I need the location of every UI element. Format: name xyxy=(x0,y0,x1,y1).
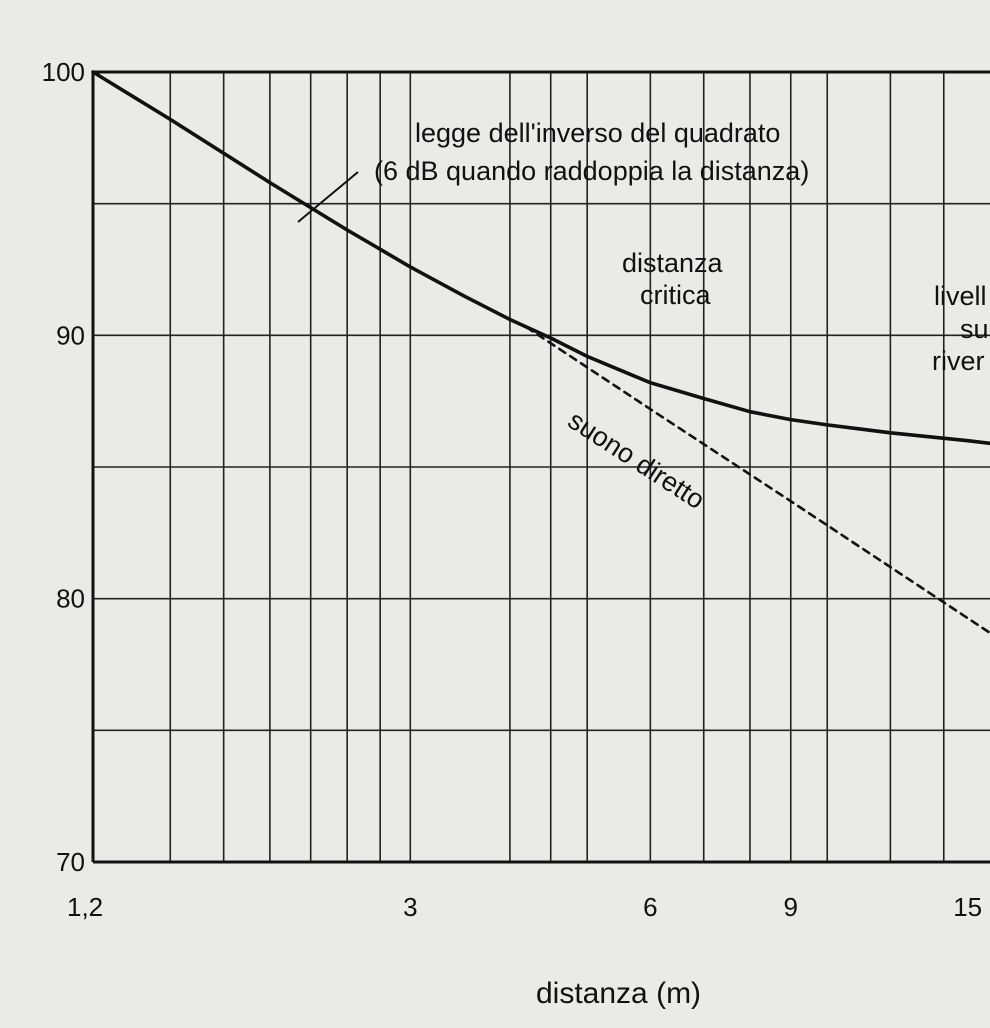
inverse-square-leader-line xyxy=(297,171,359,223)
tick-labels: 100 90 80 70 1,2 3 6 9 15 xyxy=(42,57,983,922)
axes xyxy=(91,70,990,864)
x-tick-label: 6 xyxy=(643,892,657,922)
y-tick-label: 70 xyxy=(56,847,85,877)
reverb-label-line2: su xyxy=(960,314,989,344)
direct-sound-line xyxy=(525,326,990,635)
critical-distance-label-line1: distanza xyxy=(622,248,724,278)
inverse-square-label-line1: legge dell'inverso del quadrato xyxy=(415,118,780,148)
x-tick-label: 15 xyxy=(953,892,982,922)
y-tick-label: 100 xyxy=(42,57,85,87)
reverb-label-line3: river xyxy=(932,346,985,376)
reverb-label-line1: livell xyxy=(934,281,987,311)
inverse-square-label-line2: (6 dB quando raddoppia la distanza) xyxy=(374,156,809,186)
y-tick-label: 90 xyxy=(56,320,85,350)
series-layer xyxy=(91,70,990,635)
grid xyxy=(93,72,990,862)
x-tick-label: 1,2 xyxy=(67,892,103,922)
y-tick-label: 80 xyxy=(56,584,85,614)
total-level-line xyxy=(91,70,990,446)
direct-sound-label: suono diretto xyxy=(563,405,710,515)
x-axis-label: distanza (m) xyxy=(536,977,701,1010)
critical-distance-label-line2: critica xyxy=(640,280,711,310)
x-tick-label: 3 xyxy=(403,892,417,922)
x-tick-label: 9 xyxy=(784,892,798,922)
